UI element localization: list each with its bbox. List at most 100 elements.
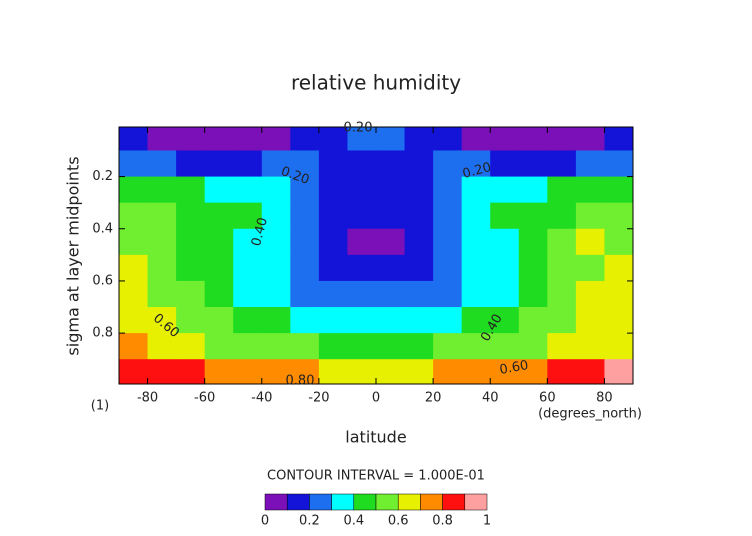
- contour-cell: [204, 228, 234, 256]
- contour-cell: [490, 333, 520, 360]
- contour-label: 0.20: [461, 160, 493, 182]
- contour-cell: [404, 254, 434, 282]
- contour-cell: [604, 127, 633, 151]
- contour-cell: [147, 228, 177, 256]
- contour-cell: [604, 202, 633, 230]
- contour-cell: [604, 359, 633, 384]
- contour-cell: [318, 202, 348, 230]
- contour-cell: [461, 150, 491, 178]
- contour-cell: [119, 254, 149, 282]
- contour-cell: [490, 202, 520, 230]
- contour-cell: [147, 254, 177, 282]
- contour-cell: [147, 280, 177, 308]
- x-tick-label: 60: [539, 391, 556, 406]
- contour-cell: [147, 307, 177, 334]
- contour-cell: [376, 359, 406, 384]
- contour-label: 0.20: [344, 121, 373, 136]
- contour-cell: [318, 127, 348, 151]
- contour-cell: [318, 359, 348, 384]
- contour-cell: [318, 333, 348, 360]
- contour-cell: [204, 150, 234, 178]
- contour-cell: [433, 254, 463, 282]
- contour-cell: [575, 359, 605, 384]
- contour-cell: [318, 254, 348, 282]
- contour-cell: [290, 254, 320, 282]
- contour-cell: [604, 150, 633, 178]
- contour-cell: [119, 202, 149, 230]
- contour-cell: [404, 228, 434, 256]
- contour-label: 0.60: [498, 358, 529, 378]
- contour-cell: [290, 359, 320, 384]
- contour-cell: [119, 176, 149, 204]
- contour-cell: [461, 359, 491, 384]
- colorbar-tick-label: 1: [483, 514, 491, 529]
- contour-cell: [547, 280, 577, 308]
- contour-cell: [604, 254, 633, 282]
- contour-cell: [119, 307, 149, 334]
- x-tick-label: 20: [425, 391, 442, 406]
- contour-cell: [575, 307, 605, 334]
- contour-cell: [518, 150, 548, 178]
- contour-cell: [318, 150, 348, 178]
- contour-cell: [233, 176, 263, 204]
- contour-cell: [490, 176, 520, 204]
- contour-cell: [347, 127, 377, 151]
- contour-interval-note: CONTOUR INTERVAL = 1.000E-01: [267, 469, 485, 484]
- contour-cell: [604, 307, 633, 334]
- y-tick-label: 0.8: [92, 326, 113, 341]
- contour-cell: [518, 202, 548, 230]
- contour-cell: [461, 202, 491, 230]
- contour-cell: [376, 127, 406, 151]
- contour-cell: [147, 176, 177, 204]
- contour-cell: [347, 254, 377, 282]
- colorbar-cell: [309, 493, 332, 511]
- contour-cell: [575, 333, 605, 360]
- contour-cell: [147, 333, 177, 360]
- contour-cell: [204, 202, 234, 230]
- contour-cell: [376, 254, 406, 282]
- contour-cell: [290, 280, 320, 308]
- contour-cell: [261, 228, 291, 256]
- chart-title: relative humidity: [291, 71, 461, 95]
- colorbar-tick-label: 0.2: [299, 514, 320, 529]
- contour-cell: [575, 150, 605, 178]
- contour-cell: [404, 150, 434, 178]
- contour-cell: [347, 359, 377, 384]
- contour-cell: [404, 176, 434, 204]
- contour-cell: [518, 307, 548, 334]
- contour-label: 0.80: [286, 374, 315, 389]
- x-tick-label: -40: [251, 391, 272, 406]
- contour-cell: [575, 254, 605, 282]
- contour-cell: [404, 359, 434, 384]
- contour-cell: [461, 127, 491, 151]
- contour-cell: [518, 333, 548, 360]
- contour-cell: [204, 127, 234, 151]
- contour-cell: [461, 333, 491, 360]
- contour-cell: [261, 307, 291, 334]
- contour-cell: [147, 359, 177, 384]
- colorbar-cell: [375, 493, 399, 511]
- contour-cell: [461, 254, 491, 282]
- contour-cell: [233, 150, 263, 178]
- colorbar-cell: [264, 493, 288, 511]
- contour-cell: [376, 202, 406, 230]
- contour-cell: [376, 228, 406, 256]
- contour-cell: [318, 176, 348, 204]
- contour-cell: [547, 307, 577, 334]
- contour-cell: [233, 333, 263, 360]
- contour-cell: [376, 307, 406, 334]
- contour-cell: [518, 127, 548, 151]
- contour-cell: [347, 150, 377, 178]
- contour-cell: [547, 127, 577, 151]
- contour-cell: [233, 228, 263, 256]
- contour-cell: [261, 202, 291, 230]
- y-axis-unit: (1): [91, 399, 109, 414]
- contour-cell: [347, 307, 377, 334]
- contour-cell: [433, 127, 463, 151]
- contour-cell: [575, 228, 605, 256]
- contour-cell: [318, 228, 348, 256]
- contour-cell: [176, 228, 206, 256]
- colorbar-tick-label: 0.4: [343, 514, 364, 529]
- contour-cell: [604, 280, 633, 308]
